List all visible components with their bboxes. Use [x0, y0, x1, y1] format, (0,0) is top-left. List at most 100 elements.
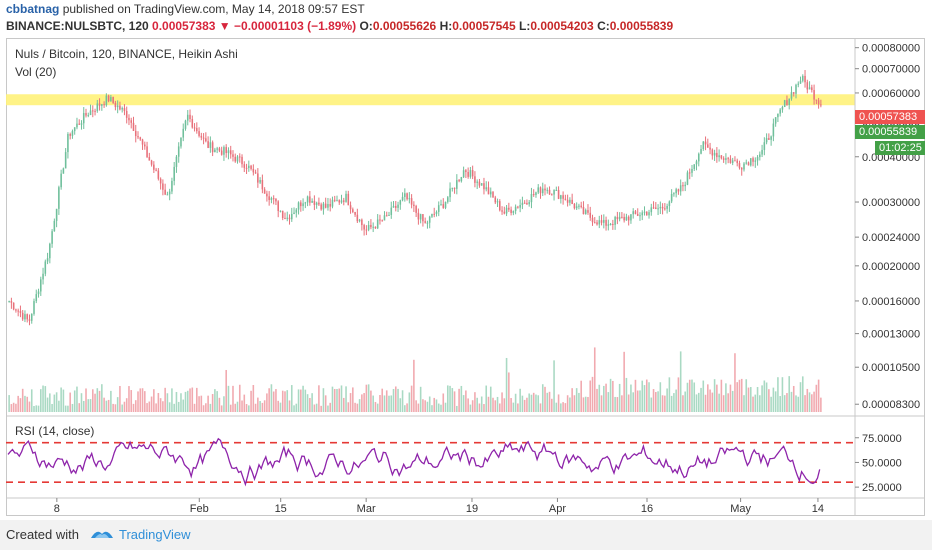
volume-bar: [711, 392, 714, 412]
candle-body: [76, 123, 78, 128]
candle-body: [238, 156, 241, 158]
volume-bar: [679, 351, 682, 412]
candle-body: [302, 203, 304, 207]
volume-bar: [248, 405, 250, 412]
volume-bar: [820, 397, 822, 412]
candle-body: [347, 193, 350, 206]
candle-body: [202, 137, 205, 139]
volume-bar: [275, 389, 277, 412]
volume-bar: [132, 403, 135, 412]
volume-bar: [431, 405, 433, 412]
candle-body: [397, 204, 399, 208]
volume-bar: [512, 402, 515, 412]
candle-body: [318, 202, 320, 205]
volume-bar: [514, 393, 517, 412]
volume-bar: [281, 390, 284, 412]
candle-body: [320, 204, 322, 210]
candle-body: [655, 207, 657, 209]
candle-body: [331, 199, 334, 207]
candle-body: [406, 193, 408, 200]
volume-bar: [489, 386, 492, 412]
rsi-tick-label: 50.0000: [862, 457, 902, 469]
chart-canvas[interactable]: 0.000800000.000700000.000600000.00050000…: [0, 0, 932, 520]
candle-body: [562, 195, 564, 199]
candle-body: [580, 205, 582, 207]
open-value: 0.00055626: [372, 19, 437, 33]
volume-bar: [677, 377, 680, 412]
time-tick-label: 16: [641, 503, 653, 515]
candle-body: [333, 199, 336, 201]
volume-bar: [137, 391, 139, 412]
volume-bar: [394, 386, 397, 412]
volume-bar: [336, 388, 338, 412]
candle-body: [46, 258, 49, 262]
candle-body: [496, 201, 499, 203]
candle-body: [503, 211, 506, 214]
volume-bar: [397, 388, 399, 412]
volume-bar: [478, 403, 481, 412]
candle-body: [49, 243, 51, 259]
volume-bar: [465, 390, 467, 412]
tradingview-brand[interactable]: TradingView: [119, 527, 191, 542]
volume-bar: [560, 403, 562, 412]
volume-bar: [168, 402, 171, 412]
volume-bar: [150, 396, 153, 412]
candle-body: [367, 224, 370, 230]
candle-body: [392, 205, 395, 208]
volume-bar: [250, 390, 252, 412]
candle-body: [128, 117, 130, 121]
volume-bar: [329, 402, 331, 412]
candle-body: [505, 207, 508, 214]
volume-bar: [44, 386, 47, 412]
author-name[interactable]: cbbatnag: [6, 2, 60, 16]
volume-bar: [263, 400, 266, 412]
volume-bar: [401, 390, 404, 412]
price-tick-label: 0.00024000: [862, 232, 920, 244]
candle-body: [236, 156, 239, 162]
close-label: C:: [597, 19, 610, 33]
candle-body: [435, 211, 438, 214]
candle-body: [248, 165, 250, 168]
candle-body: [431, 213, 433, 217]
volume-bar: [449, 385, 451, 412]
candle-body: [71, 131, 74, 136]
candle-body: [196, 128, 198, 132]
candle-body: [69, 134, 71, 136]
volume-bar: [639, 390, 641, 412]
volume-bar: [288, 400, 291, 412]
candle-body: [356, 214, 359, 222]
volume-bar: [227, 385, 230, 412]
candle-body: [691, 168, 693, 173]
volume-bar: [781, 377, 784, 412]
volume-bar: [82, 400, 85, 412]
candle-body: [499, 201, 501, 211]
footer-bar: [0, 520, 932, 550]
candle-body: [727, 158, 729, 160]
volume-bar: [682, 395, 684, 412]
volume-bar: [8, 395, 10, 412]
candle-body: [521, 202, 524, 206]
volume-bar: [548, 391, 551, 412]
candle-body: [266, 193, 268, 197]
candle-body: [245, 167, 248, 169]
volume-bar: [112, 403, 114, 412]
volume-bar: [485, 385, 488, 412]
candle-body: [67, 134, 69, 153]
candle-body: [8, 301, 10, 303]
volume-bar: [670, 395, 673, 412]
time-tick-label: Feb: [190, 503, 209, 515]
volume-bar: [290, 385, 293, 412]
volume-bar: [804, 395, 806, 412]
volume-bar: [779, 396, 781, 412]
volume-bar: [727, 393, 729, 412]
volume-bar: [713, 379, 716, 412]
volume-bar: [752, 396, 754, 412]
volume-bar: [96, 388, 99, 412]
volume-bar: [551, 398, 553, 412]
candle-body: [24, 314, 26, 320]
volume-bar: [419, 386, 422, 412]
candle-body: [707, 144, 709, 148]
volume-bar: [33, 405, 35, 412]
candle-body: [494, 197, 497, 203]
volume-bar: [607, 392, 610, 412]
